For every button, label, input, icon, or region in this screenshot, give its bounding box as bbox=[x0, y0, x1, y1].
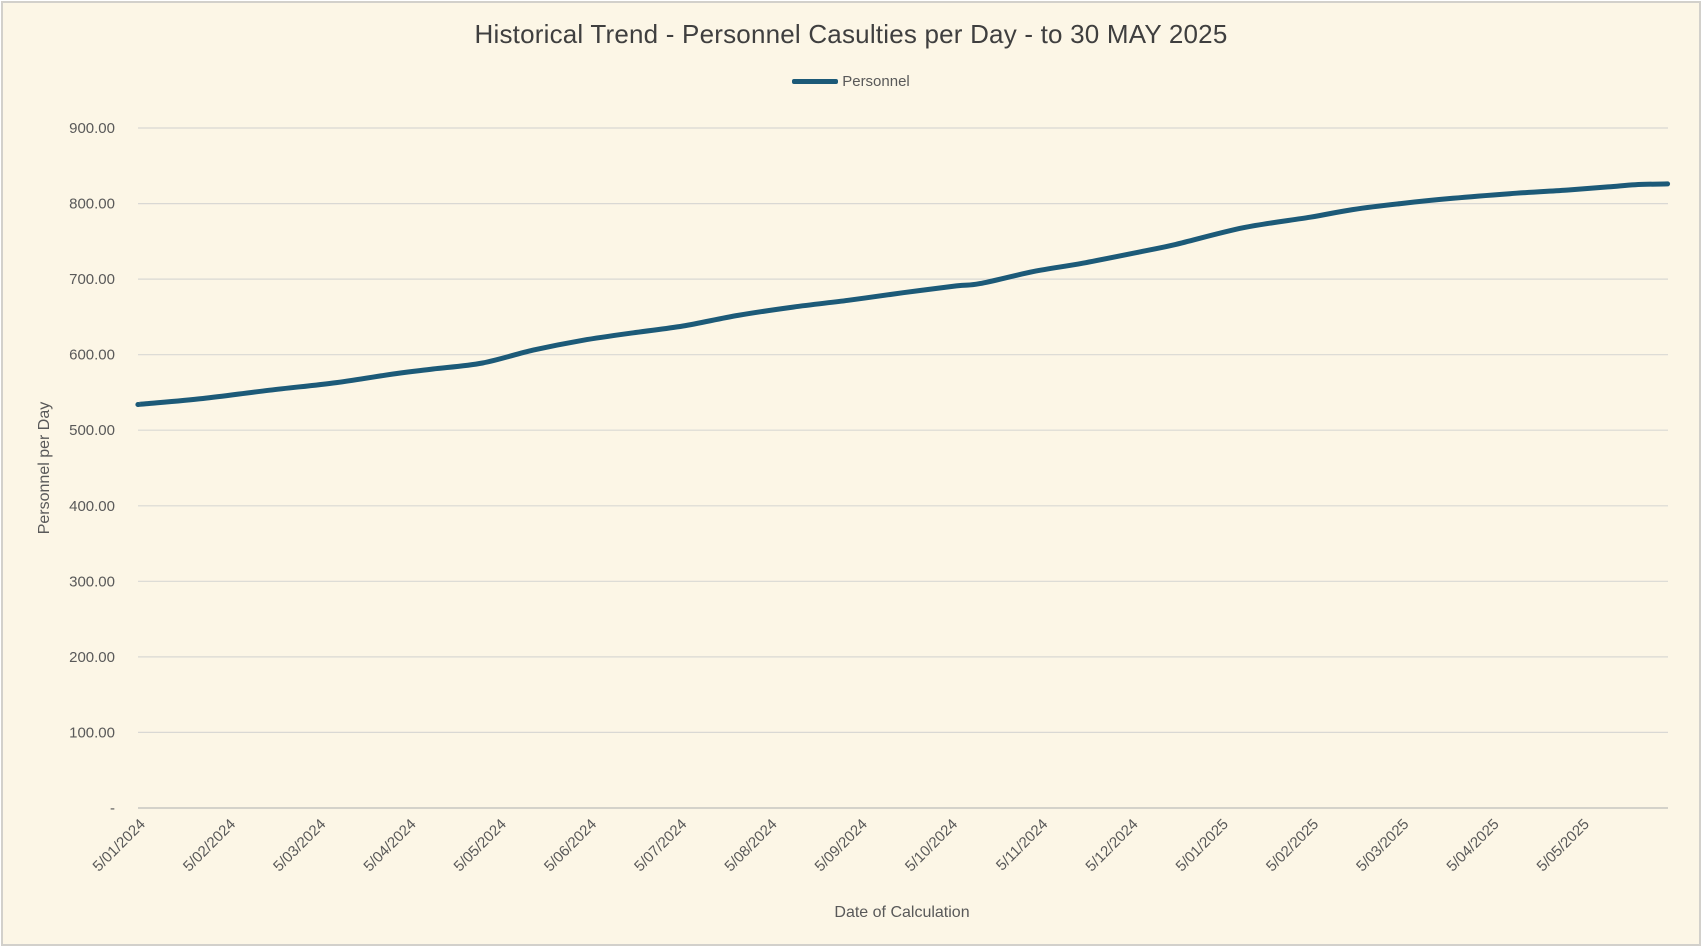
x-tick-label: 5/01/2024 bbox=[90, 816, 149, 875]
x-tick-label: 5/08/2024 bbox=[721, 816, 780, 875]
y-tick-label: 200.00 bbox=[69, 649, 115, 666]
y-tick-label: 700.00 bbox=[69, 271, 115, 288]
x-tick-label: 5/03/2025 bbox=[1353, 816, 1412, 875]
personnel-series-line bbox=[135, 181, 1671, 407]
y-tick-label: - bbox=[110, 800, 115, 817]
x-axis-title: Date of Calculation bbox=[834, 904, 970, 921]
x-tick-label: 5/02/2025 bbox=[1263, 816, 1322, 875]
x-tick-label: 5/05/2024 bbox=[451, 816, 510, 875]
x-tick-label: 5/01/2025 bbox=[1173, 816, 1232, 875]
x-tick-label: 5/11/2024 bbox=[993, 816, 1051, 874]
x-tick-label: 5/07/2024 bbox=[631, 816, 690, 875]
x-tick-label: 5/04/2024 bbox=[360, 816, 419, 875]
legend-line-swatch bbox=[792, 79, 839, 84]
x-tick-label: 5/04/2025 bbox=[1443, 816, 1502, 875]
y-axis-title: Personnel per Day bbox=[36, 401, 53, 535]
x-tick-label: 5/02/2024 bbox=[180, 816, 239, 875]
x-tick-label: 5/12/2024 bbox=[1082, 816, 1141, 875]
y-tick-label: 400.00 bbox=[69, 498, 115, 515]
y-tick-label: 900.00 bbox=[69, 120, 115, 137]
chart-title: Historical Trend - Personnel Casulties p… bbox=[474, 19, 1228, 49]
y-tick-label: 500.00 bbox=[69, 422, 115, 439]
x-tick-label: 5/06/2024 bbox=[541, 816, 600, 875]
y-tick-label: 100.00 bbox=[69, 724, 115, 741]
x-tick-label: 5/10/2024 bbox=[902, 816, 961, 875]
legend-series-label: Personnel bbox=[842, 73, 910, 90]
plot-area: 900.00 800.00 700.00 600.00 500.00 400.00 300.… bbox=[69, 120, 1671, 875]
y-tick-label: 300.00 bbox=[69, 573, 115, 590]
x-tick-label: 5/09/2024 bbox=[812, 816, 871, 875]
legend: Personnel bbox=[3, 73, 1699, 90]
y-tick-label: 800.00 bbox=[69, 196, 115, 213]
y-tick-label: 600.00 bbox=[69, 347, 115, 364]
x-tick-label: 5/05/2025 bbox=[1534, 816, 1593, 875]
x-tick-label: 5/03/2024 bbox=[270, 816, 329, 875]
